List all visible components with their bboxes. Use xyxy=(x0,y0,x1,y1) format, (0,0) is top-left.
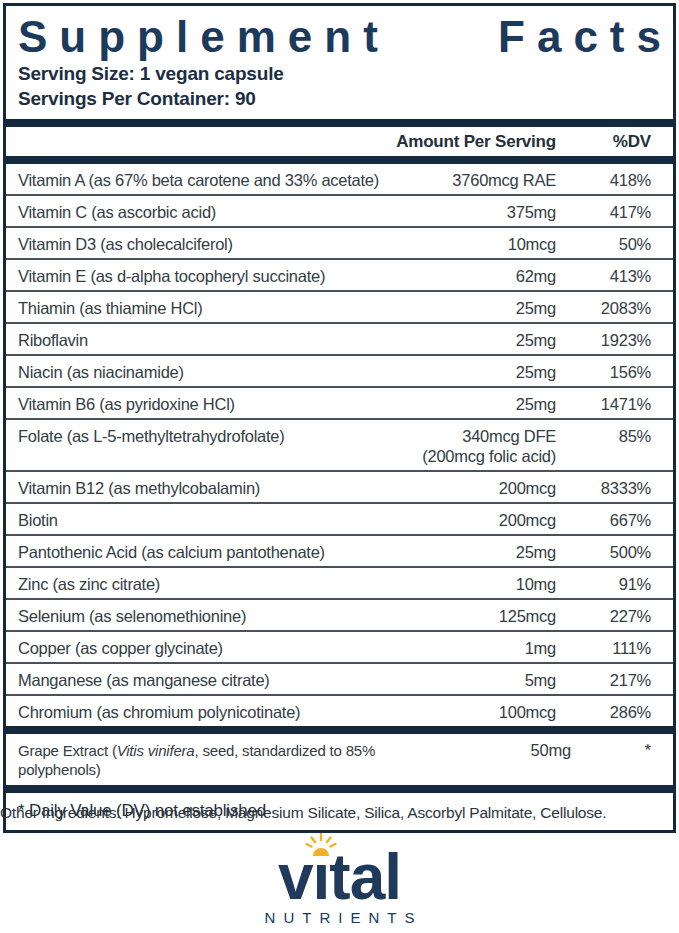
table-row: Vitamin C (as ascorbic acid) 375mg 417% xyxy=(6,196,673,228)
nutrient-name: Vitamin E (as d-alpha tocopheryl succina… xyxy=(18,266,386,286)
nutrient-name: Riboflavin xyxy=(18,330,386,350)
nutrient-amount: 10mg xyxy=(386,574,556,594)
nutrient-name: Pantothenic Acid (as calcium pantothenat… xyxy=(18,542,386,562)
nutrient-dv: 1471% xyxy=(556,394,651,414)
nutrient-name: Biotin xyxy=(18,510,386,530)
table-row-grape-extract: Grape Extract (Vitis vinifera, seed, sta… xyxy=(6,734,673,785)
table-row: Folate (as L-5-methyltetrahydrofolate) 3… xyxy=(6,420,673,472)
table-row: Manganese (as manganese citrate) 5mg 217… xyxy=(6,664,673,696)
nutrient-amount: 100mcg xyxy=(386,702,556,722)
table-row: Pantothenic Acid (as calcium pantothenat… xyxy=(6,536,673,568)
nutrient-name: Vitamin A (as 67% beta carotene and 33% … xyxy=(18,170,386,190)
table-row: Vitamin B6 (as pyridoxine HCl) 25mg 1471… xyxy=(6,388,673,420)
supplement-facts-panel: Supplement Facts Serving Size: 1 vegan c… xyxy=(3,3,676,833)
table-row: Riboflavin 25mg 1923% xyxy=(6,324,673,356)
nutrient-dv: 1923% xyxy=(556,330,651,350)
brand-logo: vı tal NUTRIENTS xyxy=(0,845,679,926)
column-header-row: Amount Per Serving %DV xyxy=(6,127,673,156)
nutrient-name: Niacin (as niacinamide) xyxy=(18,362,386,382)
serving-info: Serving Size: 1 vegan capsule Servings P… xyxy=(6,60,673,111)
nutrient-dv: 50% xyxy=(556,234,651,254)
divider-bar-thick xyxy=(6,119,673,127)
servings-per-container: Servings Per Container: 90 xyxy=(18,87,661,112)
nutrient-name: Copper (as copper glycinate) xyxy=(18,638,386,658)
nutrient-amount: 375mg xyxy=(386,202,556,222)
table-row: Chromium (as chromium polynicotinate) 10… xyxy=(6,696,673,726)
nutrient-amount: 340mcg DFE(200mcg folic acid) xyxy=(386,426,556,466)
nutrient-amount: 200mcg xyxy=(386,510,556,530)
other-ingredients: Other Ingredients: Hypromellose, Magnesi… xyxy=(0,804,679,822)
nutrient-name: Vitamin D3 (as cholecalciferol) xyxy=(18,234,386,254)
table-row: Biotin 200mcg 667% xyxy=(6,504,673,536)
nutrient-name: Grape Extract (Vitis vinifera, seed, sta… xyxy=(18,741,451,779)
table-row: Vitamin E (as d-alpha tocopheryl succina… xyxy=(6,260,673,292)
nutrient-dv: 217% xyxy=(556,670,651,690)
nutrient-name: Manganese (as manganese citrate) xyxy=(18,670,386,690)
nutrient-rows: Vitamin A (as 67% beta carotene and 33% … xyxy=(6,164,673,726)
nutrient-amount: 5mg xyxy=(386,670,556,690)
grape-name-prefix: Grape Extract ( xyxy=(18,742,117,759)
title-word-facts: Facts xyxy=(498,14,673,60)
table-row: Selenium (as selenomethionine) 125mcg 22… xyxy=(6,600,673,632)
nutrient-dv: 500% xyxy=(556,542,651,562)
table-row: Niacin (as niacinamide) 25mg 156% xyxy=(6,356,673,388)
nutrient-dv: 413% xyxy=(556,266,651,286)
nutrient-dv: 418% xyxy=(556,170,651,190)
nutrient-amount: 25mg xyxy=(386,298,556,318)
nutrient-amount: 200mcg xyxy=(386,478,556,498)
table-row: Zinc (as zinc citrate) 10mg 91% xyxy=(6,568,673,600)
table-row: Thiamin (as thiamine HCl) 25mg 2083% xyxy=(6,292,673,324)
nutrient-dv: 667% xyxy=(556,510,651,530)
nutrient-name: Chromium (as chromium polynicotinate) xyxy=(18,702,386,722)
nutrient-dv: 227% xyxy=(556,606,651,626)
divider-bar-thick xyxy=(6,156,673,164)
column-header-dv: %DV xyxy=(556,132,651,152)
nutrient-dv: 91% xyxy=(556,574,651,594)
sun-icon xyxy=(304,833,338,857)
nutrient-dv: 156% xyxy=(556,362,651,382)
brand-wordmark: vı tal xyxy=(278,845,401,909)
nutrient-name: Vitamin C (as ascorbic acid) xyxy=(18,202,386,222)
nutrient-amount: 3760mcg RAE xyxy=(386,170,556,190)
nutrient-amount: 25mg xyxy=(386,542,556,562)
brand-letters-tal: tal xyxy=(329,841,401,913)
nutrient-name: Vitamin B6 (as pyridoxine HCl) xyxy=(18,394,386,414)
table-row: Vitamin D3 (as cholecalciferol) 10mcg 50… xyxy=(6,228,673,260)
nutrient-dv: 111% xyxy=(556,638,651,658)
nutrient-dv: * xyxy=(571,741,651,760)
nutrient-dv: 8333% xyxy=(556,478,651,498)
nutrient-amount: 1mg xyxy=(386,638,556,658)
nutrient-amount: 25mg xyxy=(386,362,556,382)
nutrient-dv: 417% xyxy=(556,202,651,222)
serving-size: Serving Size: 1 vegan capsule xyxy=(18,62,661,87)
grape-name-latin: Vitis vinifera xyxy=(117,742,195,759)
nutrient-name: Selenium (as selenomethionine) xyxy=(18,606,386,626)
page-title: Supplement Facts xyxy=(6,12,673,60)
nutrient-amount: 50mg xyxy=(451,741,571,760)
nutrient-name: Thiamin (as thiamine HCl) xyxy=(18,298,386,318)
nutrient-dv: 286% xyxy=(556,702,651,722)
nutrient-amount: 10mcg xyxy=(386,234,556,254)
nutrient-dv: 85% xyxy=(556,426,651,446)
table-row: Copper (as copper glycinate) 1mg 111% xyxy=(6,632,673,664)
nutrient-amount-note: (200mcg folic acid) xyxy=(386,446,556,466)
table-row: Vitamin B12 (as methylcobalamin) 200mcg … xyxy=(6,472,673,504)
nutrient-name: Folate (as L-5-methyltetrahydrofolate) xyxy=(18,426,386,446)
title-word-supplement: Supplement xyxy=(18,14,390,60)
divider-bar-thick xyxy=(6,726,673,734)
divider-bar-thick xyxy=(6,785,673,793)
nutrient-amount: 125mcg xyxy=(386,606,556,626)
nutrient-amount: 25mg xyxy=(386,330,556,350)
table-row: Vitamin A (as 67% beta carotene and 33% … xyxy=(6,164,673,196)
column-header-amount: Amount Per Serving xyxy=(386,132,556,152)
nutrient-amount: 25mg xyxy=(386,394,556,414)
nutrient-name: Zinc (as zinc citrate) xyxy=(18,574,386,594)
nutrient-dv: 2083% xyxy=(556,298,651,318)
nutrient-amount: 62mg xyxy=(386,266,556,286)
nutrient-name: Vitamin B12 (as methylcobalamin) xyxy=(18,478,386,498)
